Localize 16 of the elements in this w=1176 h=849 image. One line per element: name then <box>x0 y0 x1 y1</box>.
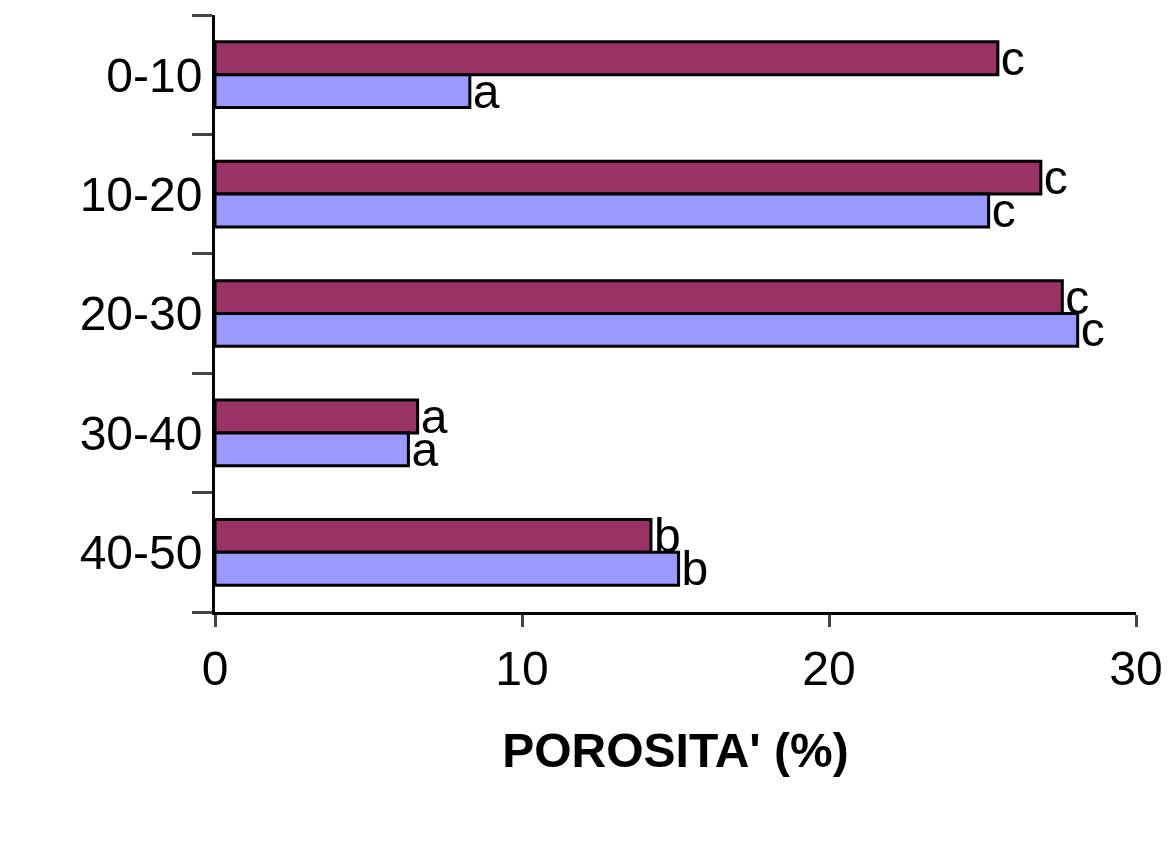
y-tick-label: 10-20 <box>79 167 203 221</box>
y-tick-label: 20-30 <box>79 287 203 341</box>
data-label: b <box>653 509 681 563</box>
x-tick-label: 20 <box>802 641 856 695</box>
x-tick-label: 30 <box>1109 641 1163 695</box>
x-tick-label: 0 <box>201 641 229 695</box>
data-label: c <box>1043 151 1068 205</box>
y-tick-label: 0-10 <box>106 48 203 102</box>
y-tick-label: 30-40 <box>79 406 203 460</box>
data-label: c <box>991 184 1016 238</box>
data-label: c <box>1000 31 1025 85</box>
y-tick-label: 40-50 <box>79 526 203 580</box>
x-tick-label: 10 <box>495 641 549 695</box>
data-label: a <box>472 64 500 118</box>
x-axis-title: POROSITA' (%) <box>502 723 849 777</box>
data-label: b <box>681 542 709 596</box>
